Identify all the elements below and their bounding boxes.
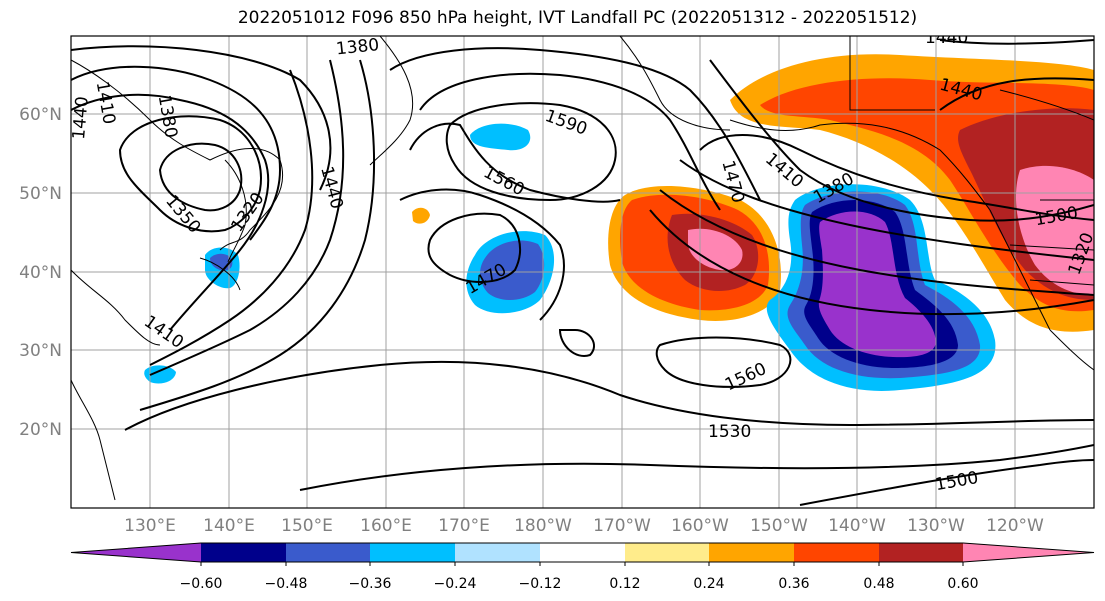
lat-label: 40°N (19, 263, 62, 283)
colorbar-segment (879, 543, 963, 562)
lon-label: 150°E (281, 516, 333, 536)
colorbar-tick-label: 0.12 (609, 576, 640, 592)
contour-label: 1380 (335, 35, 380, 59)
lat-label: 50°N (19, 184, 62, 204)
latitude-labels: 20°N 30°N 40°N 50°N 60°N (19, 105, 62, 440)
colorbar-extend-min (71, 543, 201, 562)
contour-label: 1440 (925, 28, 968, 48)
colorbar-segment (625, 543, 709, 562)
map-frame (70, 35, 1095, 509)
lon-label: 150°W (750, 516, 808, 536)
colorbar-extend-max (963, 543, 1094, 562)
lon-label: 130°W (907, 516, 965, 536)
contour-label: 1530 (708, 422, 751, 442)
colorbar-tick-label: −0.12 (519, 576, 562, 592)
lon-label: 170°E (438, 516, 490, 536)
lat-label: 60°N (19, 105, 62, 125)
map-panel: 1380 1410 1440 1380 1350 1320 1440 1410 … (69, 28, 1094, 508)
lon-label: 180°W (514, 516, 572, 536)
height-contours (71, 39, 1094, 506)
colorbar-tick-label: −0.60 (180, 576, 223, 592)
colorbar: −0.60 −0.48 −0.36 −0.24 −0.12 0.12 0.24 … (70, 542, 1095, 592)
lat-label: 20°N (19, 420, 62, 440)
colorbar-tick-label: −0.24 (434, 576, 477, 592)
lon-label: 130°E (124, 516, 176, 536)
colorbar-tick-label: −0.36 (349, 576, 392, 592)
lat-label: 30°N (19, 341, 62, 361)
colorbar-segment (201, 543, 286, 562)
colorbar-tick-label: −0.48 (265, 576, 308, 592)
lon-label: 140°E (203, 516, 255, 536)
colorbar-tick-label: 0.24 (693, 576, 724, 592)
colorbar-segment (370, 543, 455, 562)
colorbar-tick-label: 0.48 (863, 576, 894, 592)
coastlines (71, 36, 1094, 501)
longitude-labels: 130°E 140°E 150°E 160°E 170°E 180°W 170°… (124, 516, 1044, 536)
lon-label: 170°W (593, 516, 651, 536)
colorbar-tick-label: 0.36 (778, 576, 809, 592)
colorbar-segment (286, 543, 370, 562)
colorbar-segment (794, 543, 879, 562)
colorbar-segment (455, 543, 540, 562)
colorbar-segment (709, 543, 794, 562)
lon-label: 120°W (986, 516, 1044, 536)
lon-label: 160°E (360, 516, 412, 536)
lon-label: 140°W (828, 516, 886, 536)
contour-label: 1440 (69, 96, 93, 141)
map-title: 2022051012 F096 850 hPa height, IVT Land… (237, 8, 918, 28)
lon-label: 160°W (671, 516, 729, 536)
colorbar-tick-label: 0.60 (947, 576, 978, 592)
colorbar-segment (540, 543, 625, 562)
